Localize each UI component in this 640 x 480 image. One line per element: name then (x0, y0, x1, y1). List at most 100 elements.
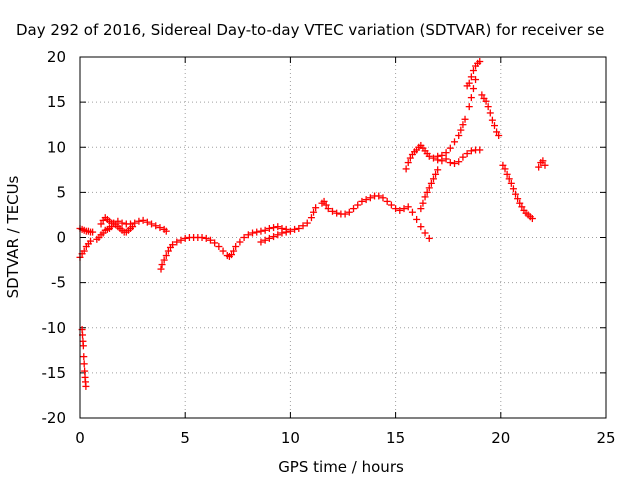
data-point (455, 158, 463, 166)
data-point (469, 67, 477, 75)
data-point (181, 234, 189, 242)
data-point (425, 152, 433, 160)
data-point (169, 241, 177, 249)
data-point (442, 155, 450, 163)
x-tick-label: 25 (596, 429, 615, 447)
data-point (429, 175, 437, 183)
data-point (465, 79, 473, 87)
data-point (81, 367, 89, 375)
data-point (419, 199, 427, 207)
data-point (375, 192, 383, 200)
data-point (118, 219, 126, 227)
data-point (257, 238, 265, 246)
data-point (131, 219, 139, 227)
data-point (516, 199, 524, 207)
chart-title: Day 292 of 2016, Sidereal Day-to-day VTE… (16, 21, 604, 39)
data-point (291, 225, 299, 233)
tick-labels: 0 5 10 15 20 25 -20 -15 -10 -5 0 5 10 15 20 (42, 48, 616, 447)
data-point (467, 94, 475, 102)
data-point (459, 121, 467, 129)
data-point (446, 159, 454, 167)
data-point (270, 224, 278, 232)
data-point (244, 231, 252, 239)
data-point (202, 234, 210, 242)
data-point (402, 165, 410, 173)
data-points (76, 58, 549, 390)
data-point (486, 109, 494, 117)
data-point (505, 175, 513, 183)
data-point (438, 151, 446, 159)
data-point (148, 220, 156, 228)
data-point (427, 179, 435, 187)
data-point (79, 342, 87, 350)
data-point (274, 231, 282, 239)
data-point (425, 184, 433, 192)
data-point (328, 207, 336, 215)
data-point (499, 161, 507, 169)
y-tick-label: 15 (47, 93, 66, 111)
data-point (152, 222, 160, 230)
data-point (230, 247, 238, 255)
data-point (135, 217, 143, 225)
y-tick-label: 10 (47, 138, 66, 156)
data-point (236, 238, 244, 246)
data-point (261, 236, 269, 244)
data-point (164, 247, 172, 255)
data-point (143, 218, 151, 226)
data-point (535, 163, 543, 171)
data-point (274, 223, 282, 231)
data-point (158, 261, 166, 269)
data-point (358, 197, 366, 205)
y-tick-label: -20 (42, 409, 67, 427)
x-axis-label: GPS time / hours (278, 458, 404, 476)
data-point (425, 234, 433, 242)
data-point (345, 208, 353, 216)
data-point (539, 157, 547, 165)
data-point (253, 228, 261, 236)
data-point (455, 132, 463, 140)
data-point (173, 238, 181, 246)
data-point (265, 224, 273, 232)
data-point (528, 215, 536, 223)
data-point (232, 243, 240, 251)
y-axis-label: SDTVAR / TECUs (4, 175, 22, 298)
data-point (509, 185, 517, 193)
data-point (366, 194, 374, 202)
data-point (463, 150, 471, 158)
data-point (482, 97, 490, 105)
data-point (421, 229, 429, 237)
axis-ticks (79, 56, 607, 419)
data-point (126, 220, 134, 228)
data-point (512, 190, 520, 198)
data-point (408, 208, 416, 216)
data-point (392, 205, 400, 213)
data-point (162, 227, 170, 235)
data-point (404, 159, 412, 167)
data-point (219, 247, 227, 255)
data-point (139, 216, 147, 224)
data-point (514, 195, 522, 203)
data-point (484, 103, 492, 111)
x-tick-label: 5 (180, 429, 190, 447)
data-point (417, 205, 425, 213)
data-point (451, 159, 459, 167)
data-point (467, 73, 475, 81)
data-point (442, 149, 450, 157)
data-point (303, 219, 311, 227)
data-point (270, 233, 278, 241)
data-point (80, 360, 88, 368)
data-point (322, 201, 330, 209)
data-point (162, 252, 170, 260)
data-point (282, 228, 290, 236)
y-tick-label: -10 (42, 319, 67, 337)
data-point (320, 197, 328, 205)
data-point (501, 165, 509, 173)
data-point (156, 224, 164, 232)
data-point (459, 153, 467, 161)
data-point (261, 226, 269, 234)
data-point (432, 170, 440, 178)
data-point (211, 239, 219, 247)
y-tick-label: -15 (42, 364, 67, 382)
y-tick-label: 0 (56, 229, 66, 247)
data-point (80, 247, 88, 255)
